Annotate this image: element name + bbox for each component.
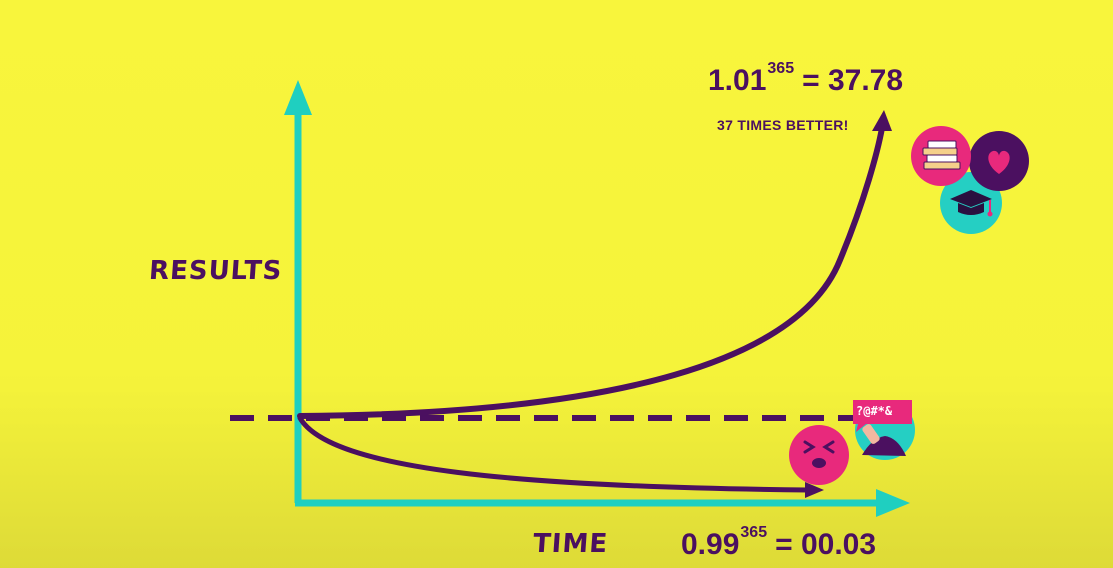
decline-exponent: 365 xyxy=(740,524,768,541)
y-axis-arrowhead xyxy=(284,80,312,115)
frustrated-face-icon xyxy=(789,425,849,485)
growth-base: 1.01 xyxy=(708,64,767,97)
speech-bubble-text: ?@#*& xyxy=(856,404,893,418)
decline-equals: = xyxy=(775,528,793,561)
decline-result: 00.03 xyxy=(800,528,877,561)
growth-equals: = xyxy=(802,64,820,97)
y-axis-label: RESULTS xyxy=(147,256,284,286)
decline-icons xyxy=(789,400,915,485)
growth-result: 37.78 xyxy=(827,64,904,97)
decline-equation: 0.99365 = 00.03 xyxy=(681,524,877,562)
growth-icons xyxy=(911,126,1029,234)
speech-bubble xyxy=(853,400,912,432)
decline-curve-arrowhead xyxy=(805,482,824,498)
x-axis-label: TIME xyxy=(531,529,610,559)
growth-caption: 37 TIMES BETTER! xyxy=(717,117,849,133)
decline-base: 0.99 xyxy=(681,528,740,561)
decline-curve xyxy=(297,415,811,493)
x-axis-arrowhead xyxy=(876,489,910,517)
growth-exponent: 365 xyxy=(767,60,795,77)
growth-curve xyxy=(297,125,885,419)
growth-equation: 1.01365 = 37.78 xyxy=(708,60,904,98)
growth-curve-arrowhead xyxy=(872,110,892,131)
